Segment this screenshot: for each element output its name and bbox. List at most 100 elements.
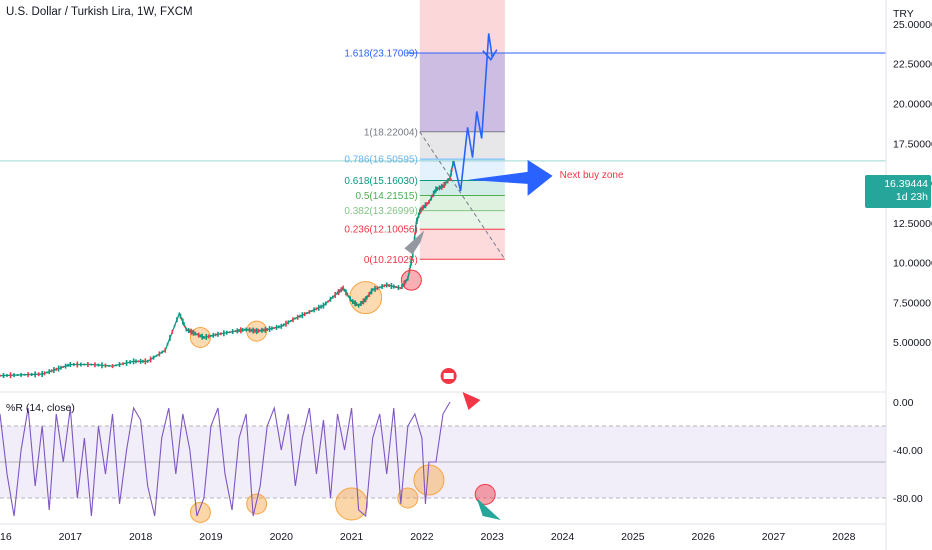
candle-32-0 [411,251,414,258]
x-axis-tick-12: 2028 [832,531,856,543]
wr-highlight-circle-4 [413,464,445,496]
candle-24-5 [349,296,351,302]
candle-11-0 [185,327,188,332]
candle-20-4 [303,312,306,317]
x-axis-tick-8: 2024 [551,531,575,543]
current-price: 16.39444 [884,178,928,190]
candle-28-3 [378,286,381,289]
candle-11-2 [187,328,190,334]
candle-19-5 [292,317,294,323]
candle-26-0 [357,303,360,308]
x-axis-tick-7: 2023 [481,531,505,543]
candle-21-5 [320,304,322,309]
candle-24-0 [342,285,344,291]
candle-20-0 [294,317,297,320]
candle-37-4 [439,185,442,189]
candle-17-0 [255,328,258,335]
candle-1-0 [20,372,22,377]
candle-19-2 [285,320,287,327]
candle-36-1 [429,199,431,202]
candle-16-4 [252,327,254,334]
candle-22-1 [325,301,327,306]
candle-23-0 [336,291,339,295]
chart-title: U.S. Dollar / Turkish Lira, 1W, FXCM [6,6,193,18]
candle-4-1 [73,363,75,367]
candle-7-3 [139,358,142,364]
x-axis-tick-9: 2025 [621,531,645,543]
fib-level-label-1: 0.236(12.10056) [344,225,417,236]
candle-16-2 [248,327,251,333]
price-axis-tick-2: 10.00000 [893,258,932,270]
candle-31-5 [411,256,413,261]
candle-7-2 [137,360,140,363]
candle-10-5 [184,325,186,328]
x-axis-tick-2: 2018 [129,531,153,543]
candle-31-1 [407,273,410,276]
candle-5-3 [101,362,103,369]
candle-35-4 [425,202,428,207]
candle-22-5 [334,292,336,299]
candle-36-3 [431,194,434,198]
candle-15-1 [236,328,239,334]
candle-18-3 [273,326,276,329]
x-axis-tick-4: 2020 [270,531,294,543]
candle-5-4 [104,363,107,368]
candle-21-0 [308,310,311,314]
candle-22-0 [322,302,325,309]
candle-36-5 [433,189,436,194]
candle-12-1 [194,331,196,336]
candle-32-3 [413,236,416,242]
candle-38-3 [445,181,448,184]
candle-26-2 [360,301,362,307]
candle-26-5 [363,298,366,303]
candle-12-4 [199,334,202,338]
candle-16-3 [250,328,253,332]
candle-38-2 [444,181,447,186]
candle-6-4 [125,359,128,366]
fib-level-label-0: 0(10.21025) [364,255,418,266]
fib-trend-line [419,131,506,260]
candle-1-3 [30,372,33,376]
x-axis-tick-3: 2019 [199,531,223,543]
candle-29-3 [392,284,395,289]
fib-band-1 [419,210,505,230]
candle-10-0 [178,312,181,315]
candle-36-4 [432,190,435,197]
candle-14-0 [217,331,219,337]
candle-5-0 [90,363,93,366]
candle-23-5 [341,287,344,291]
x-axis-tick-5: 2021 [340,531,364,543]
candle-28-0 [371,288,374,292]
candle-6-0 [111,364,114,369]
candle-19-3 [287,320,290,325]
candle-8-5 [161,350,164,354]
candle-0-1 [2,373,5,379]
currency-label: TRY [893,8,914,20]
wr-axis-tick-1: -40.00 [893,445,923,457]
candle-33-4 [417,212,420,218]
candle-23-2 [338,289,341,294]
fib-level-label-3: 0.5(14.21515) [356,191,418,202]
price-axis-tick-5: 17.50000 [893,138,932,150]
candle-12-0 [192,329,195,336]
candle-23-4 [340,287,343,293]
candle-39-0 [449,175,451,181]
candle-2-2 [46,371,48,374]
candle-37-3 [438,185,441,191]
bar-countdown: 1d 23h [895,191,928,203]
candle-7-5 [144,358,147,365]
candle-3-0 [55,367,58,371]
candle-38-1 [443,181,445,188]
candle-14-4 [228,331,231,334]
candle-2-5 [53,367,55,374]
candle-39-3 [450,167,453,172]
fib-level-label-7: 1.618(23.17009) [344,49,417,60]
candle-15-2 [238,329,240,333]
candle-22-2 [327,300,329,303]
candle-17-1 [257,328,260,333]
candle-31-4 [410,259,412,266]
candle-29-4 [395,286,397,289]
candle-8-0 [146,359,149,363]
projection-path [452,33,494,192]
